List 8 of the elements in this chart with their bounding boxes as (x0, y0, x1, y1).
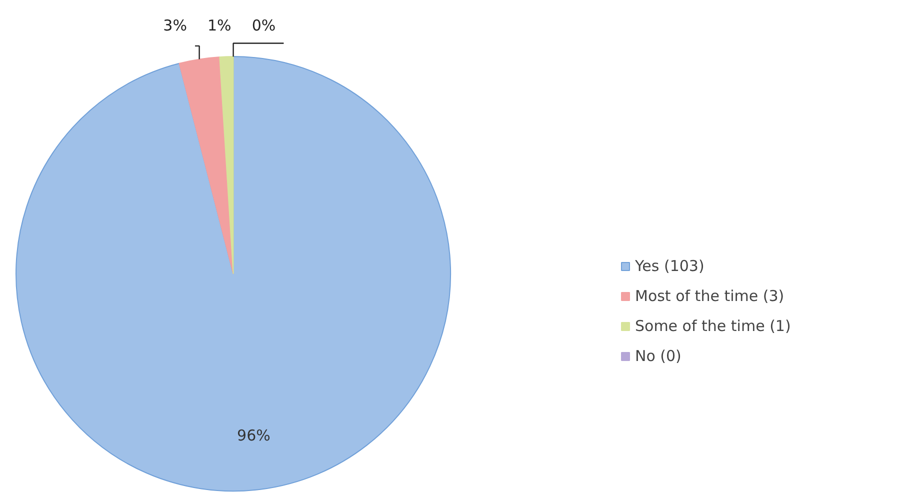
legend-label: No (0) (635, 347, 682, 365)
data-label: 3% (163, 16, 187, 35)
text: 0% (252, 16, 276, 35)
legend-label: Some of the time (1) (635, 317, 791, 335)
legend-label: Yes (103) (635, 257, 704, 275)
data-label: 96% (237, 426, 270, 444)
data-label: 1% (208, 16, 232, 35)
legend-label: Most of the time (3) (635, 287, 784, 305)
